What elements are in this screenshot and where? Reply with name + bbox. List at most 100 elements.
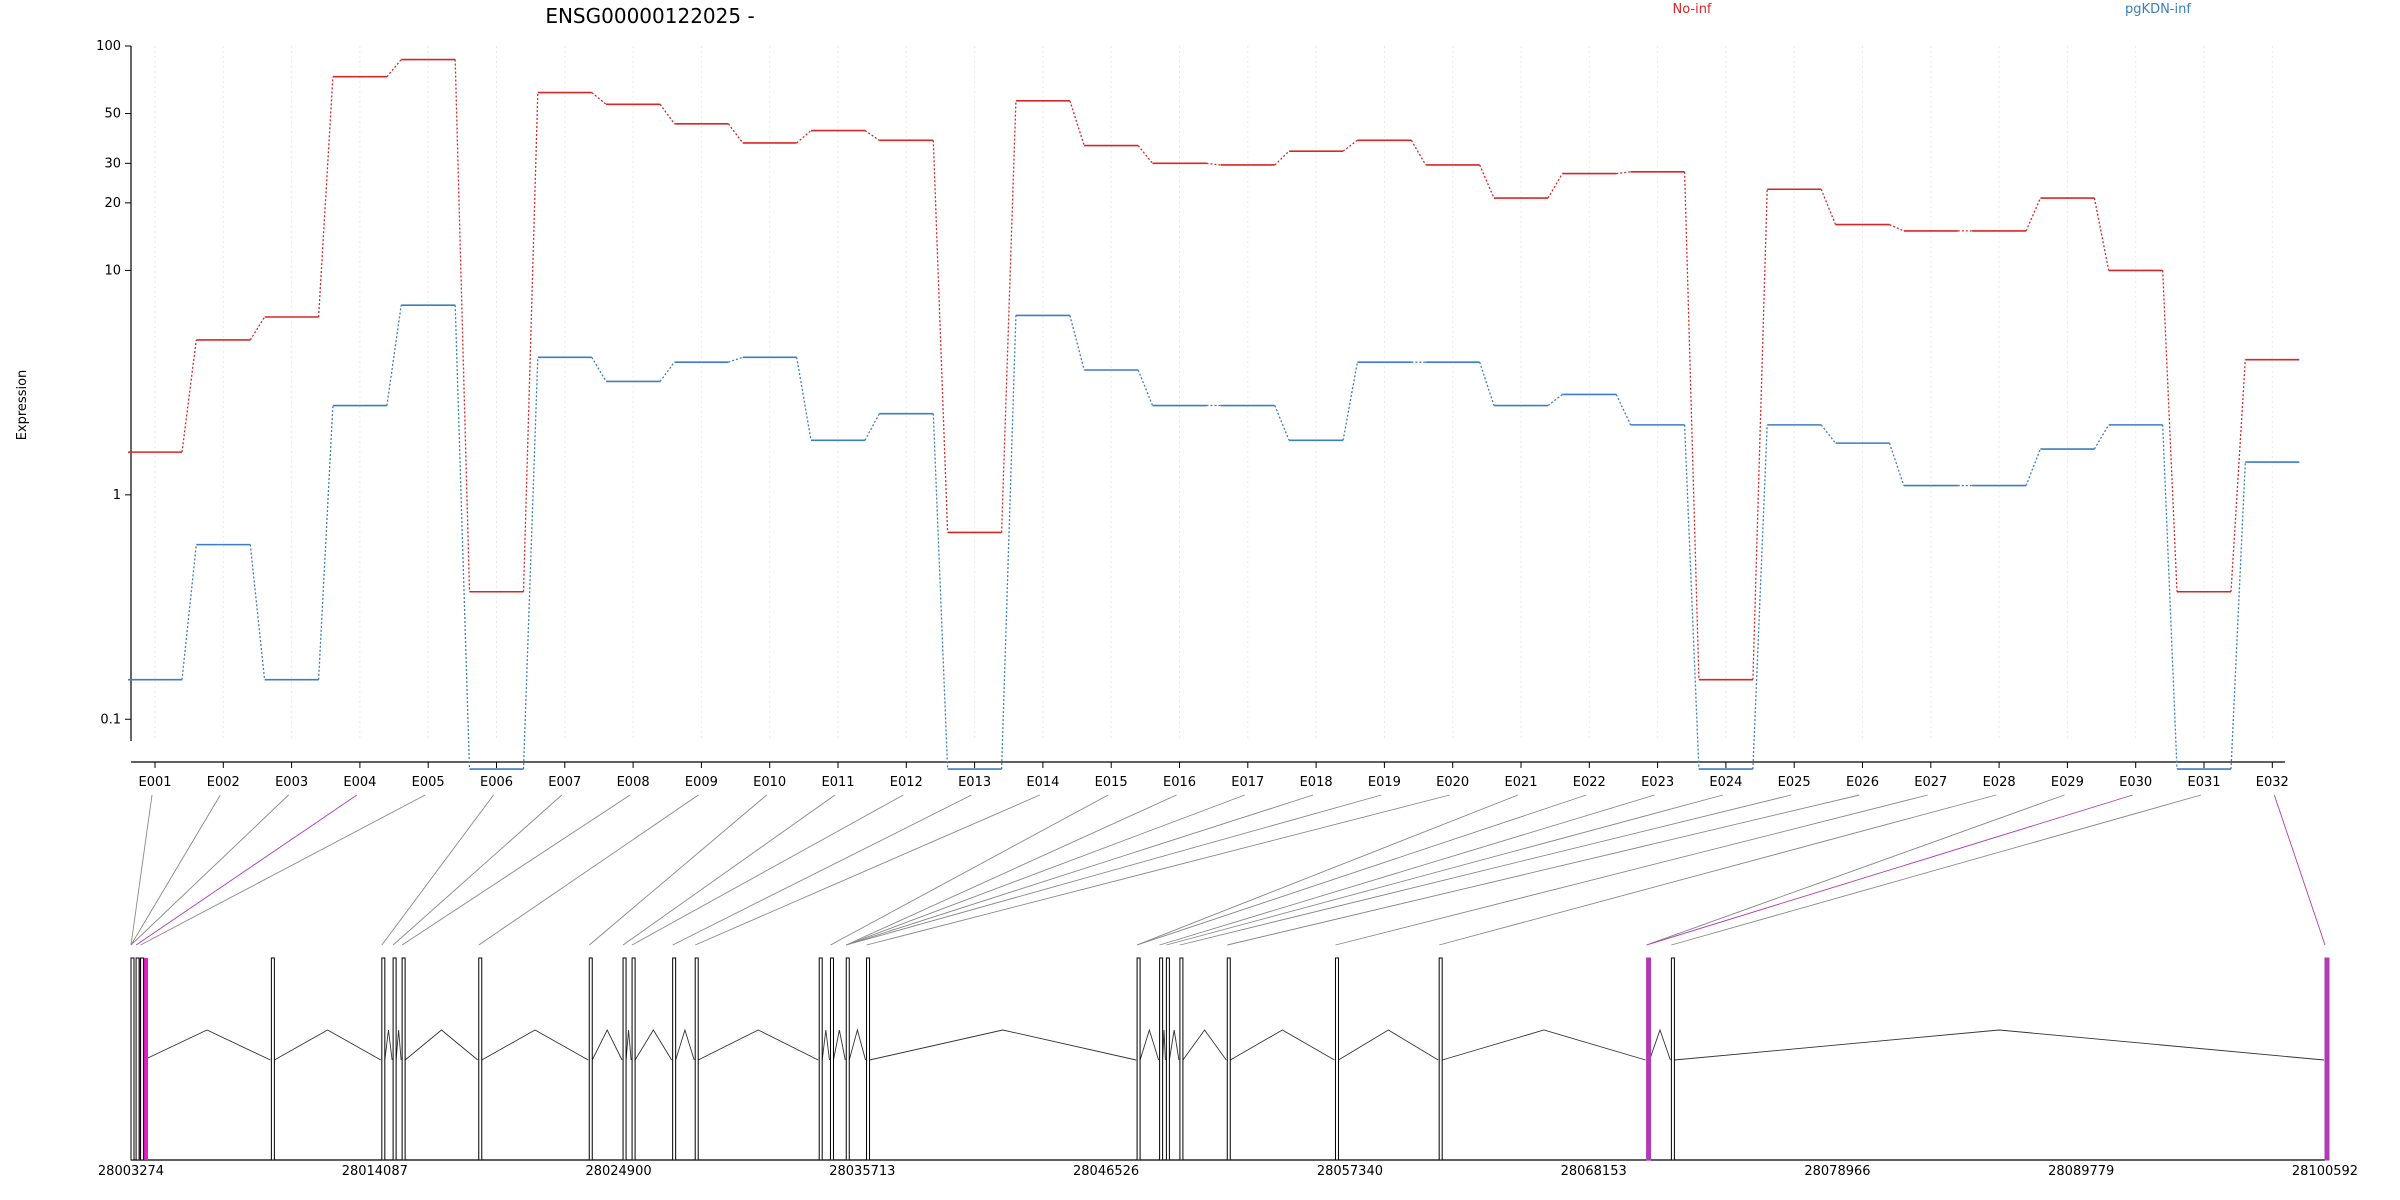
transition-No-inf — [1274, 150, 1290, 166]
genome-axis-label: 28003274 — [98, 1164, 164, 1179]
transition-No-inf — [2230, 359, 2246, 592]
transition-pgKDN-inf — [2025, 448, 2042, 486]
exon-box — [672, 957, 677, 1161]
exon-box — [631, 957, 636, 1161]
exon-box — [1334, 957, 1339, 1161]
x-tick-label-E024: E024 — [1709, 775, 1742, 790]
transition-pgKDN-inf — [591, 356, 607, 382]
genome-axis-label: 28100592 — [2292, 1164, 2358, 1179]
legend-no-inf: No-inf — [1672, 2, 1711, 17]
genome-axis-label: 28057340 — [1317, 1164, 1383, 1179]
x-tick-label-E002: E002 — [207, 775, 240, 790]
connector-E008 — [401, 794, 631, 946]
connector-E007 — [392, 794, 563, 946]
x-tick-label-E020: E020 — [1436, 775, 1469, 790]
transition-No-inf — [1752, 189, 1768, 680]
connector-E004 — [135, 794, 358, 946]
y-tick-label: 0.1 — [100, 712, 121, 727]
transition-No-inf — [1820, 188, 1837, 225]
transition-pgKDN-inf — [1069, 315, 1085, 371]
connector-E024 — [1166, 794, 1724, 946]
series-pgKDN-inf — [128, 304, 2300, 770]
transition-pgKDN-inf — [1683, 424, 1700, 770]
transition-No-inf — [1616, 171, 1631, 175]
transition-No-inf — [1206, 162, 1221, 166]
x-tick-label-E023: E023 — [1641, 775, 1674, 790]
connector-E005 — [140, 794, 426, 946]
exon-box — [478, 957, 483, 1161]
transition-No-inf — [1000, 100, 1017, 533]
transition-No-inf — [386, 59, 402, 78]
x-tick-label-E005: E005 — [412, 775, 445, 790]
transition-No-inf — [591, 92, 607, 105]
exon-box — [588, 957, 593, 1161]
connector-E016 — [846, 794, 1177, 946]
genome-axis-label: 28014087 — [342, 1164, 408, 1179]
x-tick-label-E030: E030 — [2119, 775, 2152, 790]
x-tick-label-E006: E006 — [480, 775, 513, 790]
transition-No-inf — [1547, 173, 1563, 199]
transition-pgKDN-inf — [181, 544, 197, 680]
transition-No-inf — [796, 130, 812, 144]
transition-pgKDN-inf — [1615, 394, 1632, 426]
x-tick-label-E016: E016 — [1163, 775, 1196, 790]
intron-line — [395, 1029, 402, 1061]
exon-box — [140, 957, 145, 1161]
transition-pgKDN-inf — [386, 305, 402, 406]
transition-No-inf — [2025, 197, 2041, 232]
x-tick-label-E012: E012 — [890, 775, 923, 790]
connector-E026 — [1227, 794, 1860, 946]
exon-box — [1165, 957, 1170, 1161]
axes: 100 50 30 20 10 1 0.1 E001 E002 E003 E004 E005 E006 E… — [96, 39, 2289, 790]
x-tick-label-E032: E032 — [2256, 775, 2289, 790]
exon-box — [622, 957, 627, 1161]
intron-line — [848, 1028, 866, 1061]
intron-line — [1649, 1028, 1671, 1061]
transition-pgKDN-inf — [1547, 393, 1563, 407]
transition-No-inf — [1137, 145, 1154, 164]
x-tick-label-E001: E001 — [138, 775, 171, 790]
exon-connector-lines — [130, 794, 2326, 946]
transition-No-inf — [1889, 224, 1905, 232]
transition-No-inf — [1342, 139, 1358, 152]
intron-line — [1139, 1028, 1160, 1061]
exon-box — [694, 957, 699, 1161]
transition-No-inf — [1683, 171, 1700, 680]
y-tick-label: 10 — [104, 263, 121, 278]
connector-E002 — [130, 794, 221, 946]
x-tick-label-E019: E019 — [1368, 775, 1401, 790]
x-tick-label-E018: E018 — [1300, 775, 1333, 790]
connector-E029 — [1646, 794, 2065, 946]
transition-No-inf — [454, 59, 471, 592]
x-tick-label-E022: E022 — [1573, 775, 1606, 790]
transition-pgKDN-inf — [522, 357, 539, 770]
transition-No-inf — [932, 140, 949, 533]
connector-E025 — [1179, 794, 1792, 946]
exon-box — [829, 957, 834, 1161]
transition-pgKDN-inf — [317, 405, 334, 680]
x-tick-label-E017: E017 — [1231, 775, 1264, 790]
connector-E030 — [1646, 794, 2133, 946]
exon-box — [270, 957, 275, 1161]
intron-line — [404, 1029, 479, 1061]
transition-pgKDN-inf — [2162, 424, 2178, 770]
x-tick-label-E027: E027 — [1914, 775, 1947, 790]
genome-axis-label: 28068153 — [1561, 1164, 1627, 1179]
exon-box — [1159, 957, 1164, 1161]
transition-pgKDN-inf — [1274, 405, 1290, 441]
exon-box — [401, 957, 406, 1161]
intron-line — [274, 1029, 382, 1061]
x-tick-label-E029: E029 — [2051, 775, 2084, 790]
connector-E013 — [672, 794, 972, 946]
transition-pgKDN-inf — [796, 357, 812, 441]
transition-pgKDN-inf — [659, 361, 675, 382]
transition-No-inf — [317, 76, 334, 318]
x-tick-label-E011: E011 — [821, 775, 854, 790]
intron-line — [675, 1028, 695, 1061]
y-tick-label: 20 — [104, 196, 121, 211]
exon-box — [392, 957, 397, 1161]
connector-E023 — [1159, 794, 1655, 946]
intron-line — [625, 1029, 632, 1061]
transition-pgKDN-inf — [249, 544, 266, 680]
connector-E003 — [130, 794, 289, 946]
